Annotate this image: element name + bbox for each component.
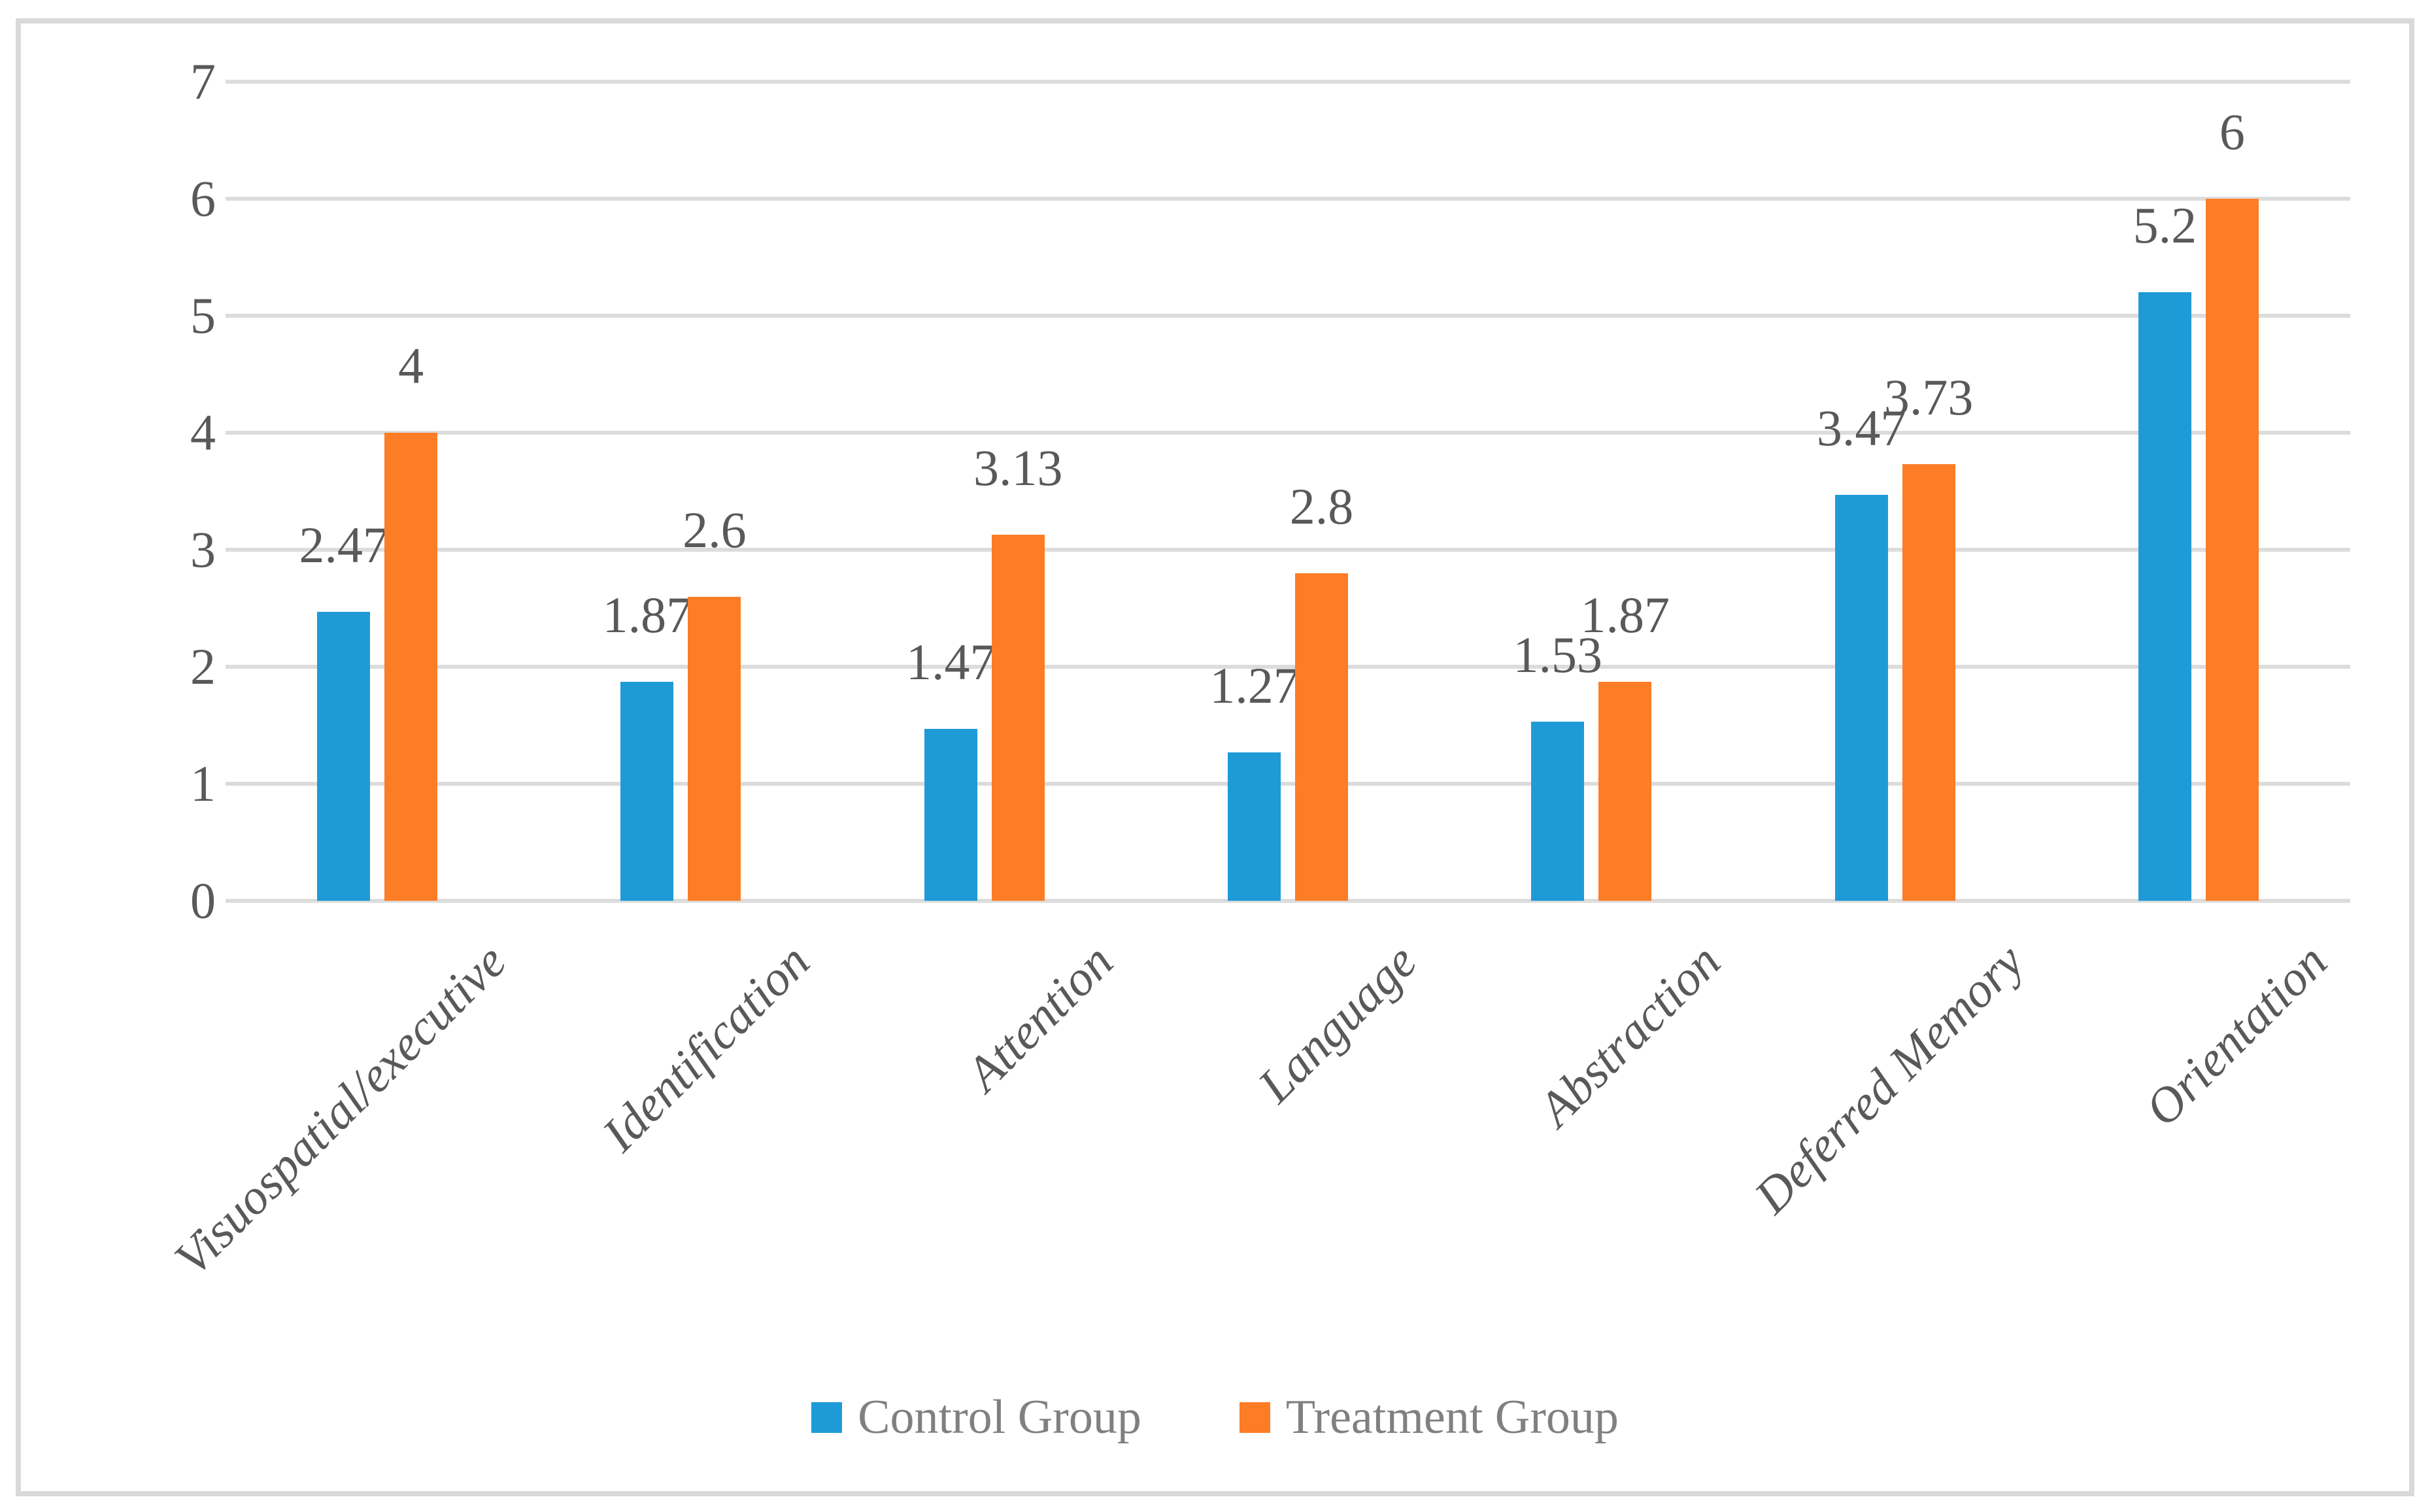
control-group-bar [1834,494,1888,901]
gridline [226,431,2350,435]
control-group-bar [317,611,371,901]
legend-label-control-group: Control Group [858,1390,1141,1444]
bar-value-label: 5.2 [2133,197,2197,254]
legend-item-control-group: Control Group [811,1388,1141,1447]
treatment-group-swatch-icon [1239,1402,1270,1433]
bar-value-label: 6 [2219,103,2245,160]
bar-value-label: 1.87 [1580,586,1670,644]
treatment-group-bar [1902,464,1955,901]
control-group-bar [1228,752,1281,901]
control-group-bar [1531,722,1585,901]
bar-value-label: 1.87 [602,586,692,644]
y-tick-label: 0 [190,872,216,929]
gridline [226,80,2350,84]
control-group-bar [620,682,674,901]
bar-value-label: 1.53 [1513,626,1603,684]
treatment-group-bar [1295,573,1348,901]
legend-item-treatment-group: Treatment Group [1239,1388,1619,1447]
y-tick-label: 6 [190,170,216,227]
legend: Control Group Treatment Group [0,1385,2430,1450]
category-label: Orientation [2135,933,2338,1137]
y-tick-label: 4 [190,404,216,461]
treatment-group-bar [2205,199,2259,901]
bar-value-label: 3.73 [1883,369,1974,426]
y-tick-label: 1 [190,755,216,812]
bar-value-label: 2.47 [299,516,388,573]
gridline [226,665,2350,669]
y-tick-label: 2 [190,638,216,695]
bar-value-label: 4 [398,337,424,394]
y-tick-label: 3 [190,521,216,578]
category-label: Abstraction [1528,933,1731,1137]
control-group-bar [2138,292,2191,901]
bar-value-label: 1.27 [1209,656,1299,714]
bar-value-label: 2.6 [683,501,747,558]
category-label: Deferred Memory [1744,933,2034,1224]
treatment-group-bar [384,433,438,901]
gridline [226,899,2350,903]
bar-value-label: 3.13 [973,439,1063,496]
category-label: Language [1247,933,1427,1113]
bar-value-label: 1.47 [905,633,996,690]
gridline [226,548,2350,552]
y-tick-label: 5 [190,287,216,344]
bar-value-label: 2.8 [1289,477,1354,535]
treatment-group-bar [688,596,741,901]
treatment-group-bar [1598,682,1652,901]
category-label: Attention [956,933,1124,1101]
control-group-bar [924,728,977,901]
legend-label-treatment-group: Treatment Group [1285,1390,1619,1444]
gridline [226,314,2350,318]
bar-value-label: 3.47 [1816,399,1906,456]
category-label: Identification [592,933,820,1162]
category-label: Visuospatial/executive [164,933,517,1286]
control-group-swatch-icon [811,1402,843,1433]
gridline [226,782,2350,786]
treatment-group-bar [991,534,1045,901]
y-tick-label: 7 [190,53,216,110]
gridline [226,197,2350,201]
